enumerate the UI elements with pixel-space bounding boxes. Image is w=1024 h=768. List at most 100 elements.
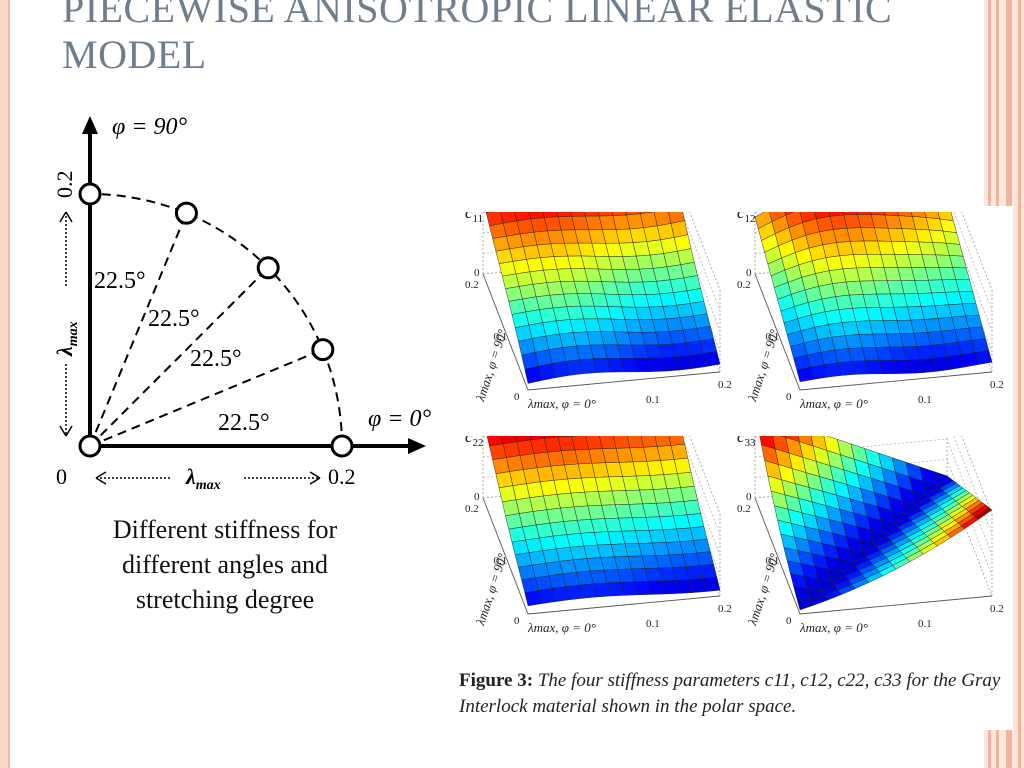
surface-cell xyxy=(489,223,507,239)
origin-tick: 0 xyxy=(514,391,520,403)
panel-label-c12: c12 xyxy=(737,212,756,225)
figure-caption: Figure 3: The four stiffness parameters … xyxy=(459,668,1009,720)
u-max-tick: 0.2 xyxy=(465,279,479,291)
surface-cell xyxy=(796,597,815,611)
u-max-tick: 0.2 xyxy=(737,503,751,515)
panel-label-c33: c33 xyxy=(737,436,756,449)
caption-line-3: stretching degree xyxy=(135,585,315,614)
v-max-tick: 0.2 xyxy=(990,603,1004,615)
surface-cell xyxy=(508,298,526,315)
origin-tick: 0 xyxy=(786,391,792,403)
figure-caption-text: The four stiffness parameters c11, c12, … xyxy=(459,670,1001,717)
frame-left-band xyxy=(0,0,8,768)
polar-nodes xyxy=(78,182,354,458)
polar-origin-node xyxy=(78,434,102,458)
z-min-tick: 0 xyxy=(746,491,752,503)
polar-ray xyxy=(89,267,269,447)
v-mid-tick: 0.1 xyxy=(918,618,932,630)
vertical-max-tick: 0.2 xyxy=(52,171,77,199)
z-min-tick: 0 xyxy=(474,491,480,503)
u-mid-tick: 0.1 xyxy=(494,555,508,567)
surface-cell xyxy=(495,471,514,489)
u-max-tick: 0.2 xyxy=(737,279,751,291)
phi-90-label: φ = 90° xyxy=(112,114,187,140)
caption-line-2: different angles and xyxy=(122,550,328,579)
z-min-tick: 0 xyxy=(746,267,752,279)
surface-cell xyxy=(492,235,510,252)
lambda-max-vertical: λmax xyxy=(52,321,81,357)
v-max-tick: 0.2 xyxy=(718,603,732,615)
polar-node xyxy=(174,201,198,225)
surface-cell xyxy=(492,457,510,475)
surface-cell xyxy=(495,248,514,264)
angle-label-3: 22.5° xyxy=(190,346,242,372)
title-line-1: PIECEWISE ANISOTROPIC LINEAR ELASTIC xyxy=(62,0,893,31)
surface-cell xyxy=(489,443,507,460)
lambda-max-horizontal: λmax xyxy=(185,464,221,493)
polar-diagram: φ = 90° φ = 0° 0 0.2 0.2 λmax λmax 22.5°… xyxy=(52,114,431,493)
polar-ray xyxy=(89,212,188,447)
surface-cell xyxy=(508,526,526,543)
caption-line-1: Different stiffness for xyxy=(112,515,338,544)
surface-cell xyxy=(502,273,520,289)
origin-tick: 0 xyxy=(786,615,792,627)
polar-node xyxy=(256,256,280,280)
axis-title-left: λmax, φ = 90° xyxy=(744,327,782,403)
axis-title-right: λmax, φ = 0° xyxy=(527,620,596,635)
surface-cell xyxy=(521,577,539,593)
origin-tick: 0 xyxy=(514,615,520,627)
axis-title-right: λmax, φ = 0° xyxy=(527,396,596,411)
v-mid-tick: 0.1 xyxy=(646,394,660,406)
axis-title-left: λmax, φ = 90° xyxy=(744,551,782,627)
frame-left-line xyxy=(8,0,10,768)
surface-cell xyxy=(524,366,542,384)
u-max-tick: 0.2 xyxy=(465,503,479,515)
polar-node xyxy=(311,338,335,362)
phi-0-label: φ = 0° xyxy=(368,406,431,432)
polar-node xyxy=(330,434,354,458)
surface-cell xyxy=(498,261,517,277)
panel-label-c11: c11 xyxy=(465,212,483,225)
surface-cell xyxy=(518,564,536,581)
surface-cell xyxy=(498,485,517,503)
v-max-tick: 0.2 xyxy=(718,379,732,391)
axis-title-right: λmax, φ = 0° xyxy=(799,396,868,411)
angle-label-2: 22.5° xyxy=(148,306,200,332)
angle-label-4: 22.5° xyxy=(218,410,270,436)
surface-cell xyxy=(514,552,533,568)
v-max-tick: 0.2 xyxy=(990,379,1004,391)
u-mid-tick: 0.1 xyxy=(766,555,780,567)
polar-node xyxy=(78,182,102,206)
axis-title-left: λmax, φ = 90° xyxy=(472,327,510,403)
panel-label-c22: c22 xyxy=(465,436,484,449)
slide-caption: Different stiffness for different angles… xyxy=(60,512,390,617)
surface-cell xyxy=(511,539,530,556)
v-mid-tick: 0.1 xyxy=(918,394,932,406)
z-min-tick: 0 xyxy=(474,267,480,279)
surface-cell xyxy=(505,513,523,530)
surface-cell xyxy=(780,436,786,438)
surface-cell xyxy=(796,366,814,383)
horizontal-axis-arrow xyxy=(408,438,426,454)
figure-caption-label: Figure 3: xyxy=(459,670,534,691)
surface-cell xyxy=(524,590,542,607)
angle-label-1: 22.5° xyxy=(94,268,146,294)
vertical-axis-arrow xyxy=(82,116,98,134)
origin-tick: 0 xyxy=(56,464,67,489)
u-mid-tick: 0.1 xyxy=(494,331,508,343)
horizontal-max-tick: 0.2 xyxy=(328,464,356,489)
slide-title: PIECEWISE ANISOTROPIC LINEAR ELASTIC MOD… xyxy=(62,0,892,78)
title-line-2: MODEL xyxy=(62,32,207,77)
axis-title-left: λmax, φ = 90° xyxy=(472,551,510,627)
polar-dashed-lines xyxy=(89,212,324,447)
axis-title-right: λmax, φ = 0° xyxy=(799,620,868,635)
surface-cell xyxy=(502,499,520,516)
u-mid-tick: 0.1 xyxy=(766,331,780,343)
v-mid-tick: 0.1 xyxy=(646,618,660,630)
surface-cell xyxy=(505,286,523,302)
